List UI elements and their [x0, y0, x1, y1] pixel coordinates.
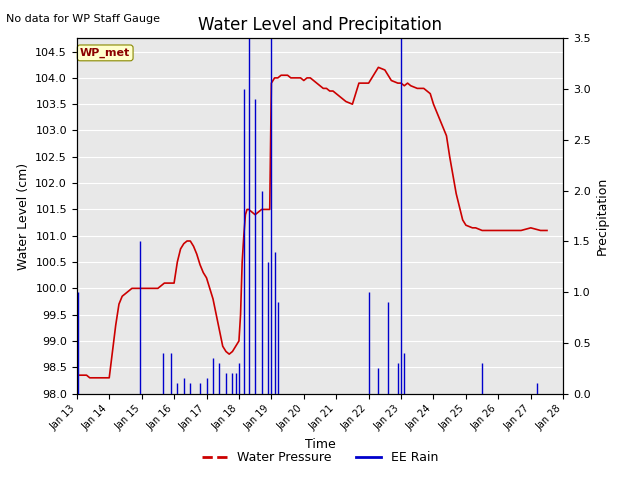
Y-axis label: Precipitation: Precipitation: [596, 177, 609, 255]
Y-axis label: Water Level (cm): Water Level (cm): [17, 162, 30, 270]
Legend: Water Pressure, EE Rain: Water Pressure, EE Rain: [196, 446, 444, 469]
Text: WP_met: WP_met: [80, 48, 131, 58]
Title: Water Level and Precipitation: Water Level and Precipitation: [198, 16, 442, 34]
Text: No data for WP Staff Gauge: No data for WP Staff Gauge: [6, 14, 161, 24]
X-axis label: Time: Time: [305, 438, 335, 451]
